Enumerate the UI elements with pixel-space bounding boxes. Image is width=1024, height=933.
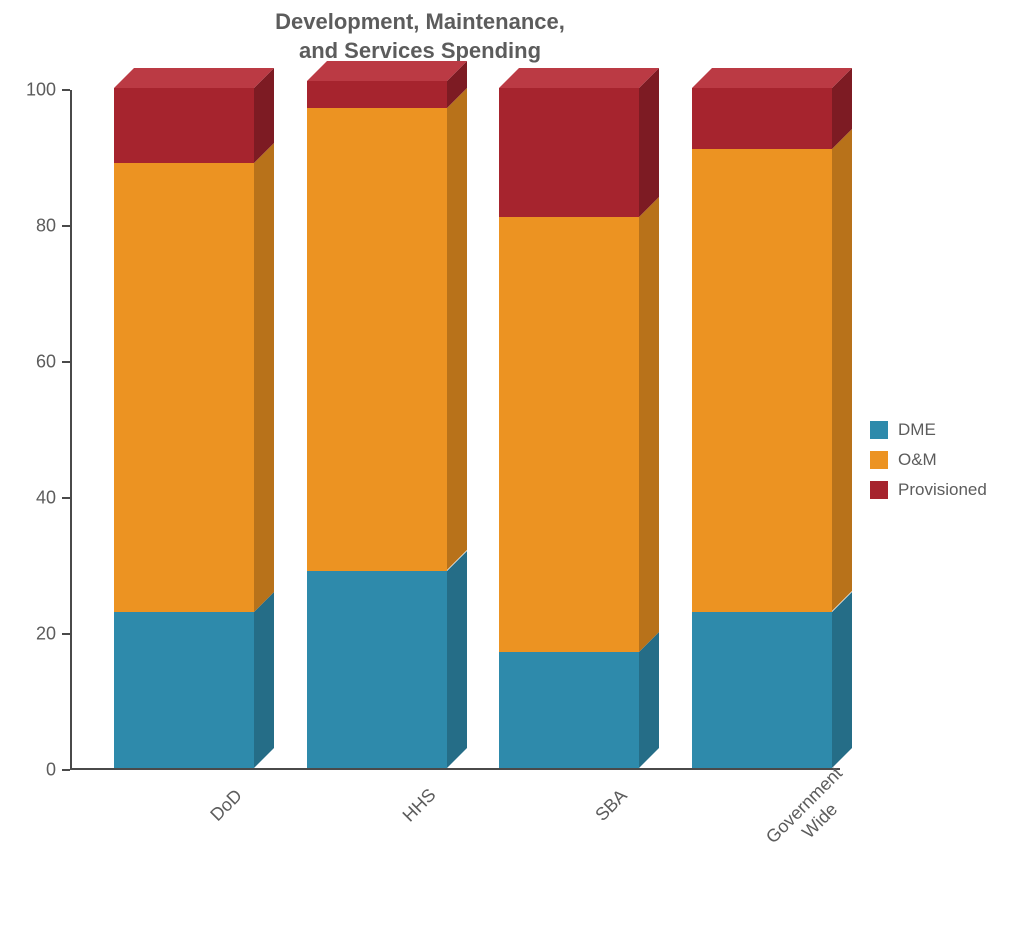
segment-side [832,592,852,768]
segment-provisioned [114,88,254,163]
y-tick-label: 100 [26,80,56,101]
legend-label: DME [898,420,936,440]
y-tick-label: 60 [36,352,56,373]
legend-item-om: O&M [870,450,987,470]
bar-dod: DoD [114,88,254,768]
segment-side [447,551,467,768]
title-line1: Development, Maintenance, [275,9,565,34]
bar-hhs: HHS [307,81,447,768]
y-tick-label: 40 [36,488,56,509]
segment-provisioned [692,88,832,149]
legend: DME O&M Provisioned [870,420,987,510]
legend-item-dme: DME [870,420,987,440]
segment-dme [114,612,254,768]
x-label: GovernmentWide [762,763,863,864]
segment-provisioned [307,81,447,108]
y-tick-label: 20 [36,624,56,645]
segment-side [639,68,659,217]
segment-dme [692,612,832,768]
y-tick [62,89,70,91]
segment-om [114,163,254,612]
segment-side [832,129,852,611]
segment-om [692,149,832,611]
segment-side [254,143,274,612]
segment-dme [499,652,639,768]
chart-plot-area: 020406080100 DoDHHSSBAGovernmentWide [70,90,840,770]
bar-sba: SBA [499,88,639,768]
y-tick [62,225,70,227]
x-label: SBA [592,785,632,825]
y-tick [62,769,70,771]
segment-om [307,108,447,570]
segment-side [639,197,659,652]
y-tick [62,633,70,635]
segment-side [254,592,274,768]
segment-om [499,217,639,652]
y-tick-label: 0 [46,760,56,781]
bar-government-wide: GovernmentWide [692,88,832,768]
segment-top [692,68,852,88]
legend-swatch [870,421,888,439]
x-label: DoD [207,785,247,825]
segment-side [639,632,659,768]
legend-swatch [870,481,888,499]
y-tick-label: 80 [36,216,56,237]
legend-label: O&M [898,450,937,470]
segment-top [307,61,467,81]
chart-title: Development, Maintenance, and Services S… [0,8,840,65]
x-axis [70,768,840,770]
y-tick [62,361,70,363]
y-tick [62,497,70,499]
segment-top [114,68,274,88]
segment-side [447,88,467,570]
title-line2: and Services Spending [299,38,541,63]
legend-item-provisioned: Provisioned [870,480,987,500]
segment-top [499,68,659,88]
segment-provisioned [499,88,639,217]
x-label: HHS [398,785,440,827]
segment-dme [307,571,447,768]
legend-swatch [870,451,888,469]
y-axis [70,90,72,770]
legend-label: Provisioned [898,480,987,500]
